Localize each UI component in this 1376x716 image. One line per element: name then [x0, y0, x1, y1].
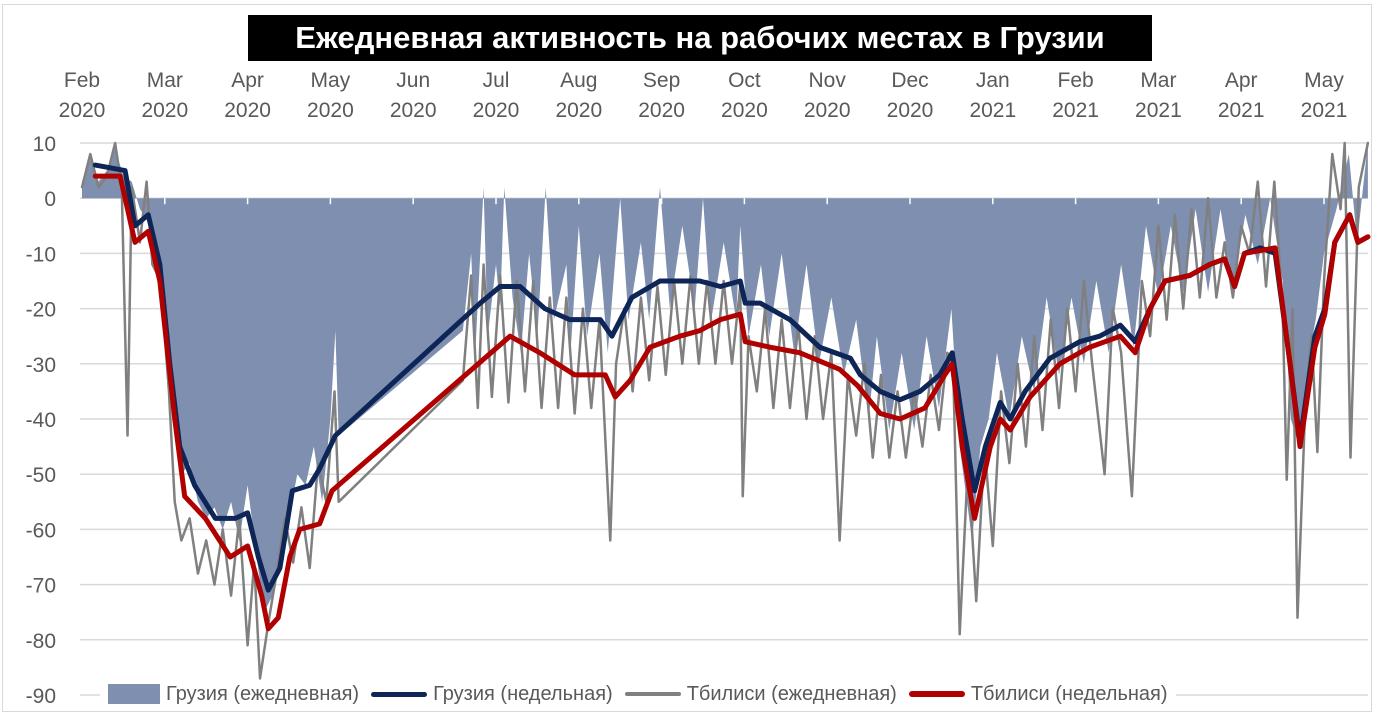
x-tick-month: Sep — [643, 69, 680, 92]
y-tick-label: -70 — [26, 575, 56, 598]
legend-swatch-area — [108, 684, 160, 704]
y-tick-label: -30 — [26, 354, 56, 377]
x-tick-month: Dec — [891, 69, 928, 92]
legend-label: Тбилиси (ежедневная) — [686, 682, 897, 705]
y-tick-label: -60 — [26, 519, 56, 542]
legend-item-georgia-daily: Грузия (ежедневная) — [108, 683, 359, 706]
legend-label: Тбилиси (недельная) — [970, 682, 1168, 705]
x-tick-month: Apr — [1225, 69, 1258, 92]
y-tick-label: -40 — [26, 409, 56, 432]
series-area-georgia-daily — [82, 143, 1368, 613]
x-tick-year: 2020 — [141, 99, 188, 122]
legend-item-tbilisi-daily: Тбилиси (ежедневная) — [624, 682, 897, 706]
y-tick-label: 0 — [44, 188, 56, 211]
x-tick-month: Jan — [976, 69, 1010, 92]
x-tick-year: 2020 — [721, 99, 768, 122]
legend: Грузия (ежедневная) Грузия (недельная) Т… — [100, 680, 1176, 708]
x-tick-year: 2020 — [390, 99, 437, 122]
x-tick-month: May — [1304, 69, 1344, 92]
x-tick-month: Feb — [64, 69, 100, 92]
legend-item-tbilisi-weekly: Тбилиси (недельная) — [908, 682, 1168, 706]
x-tick-year: 2021 — [969, 99, 1016, 122]
x-tick-year: 2021 — [1135, 99, 1182, 122]
y-tick-label: -50 — [26, 464, 56, 487]
x-tick-month: Mar — [147, 69, 183, 92]
chart-frame — [2, 4, 1372, 712]
legend-swatch-line — [908, 691, 965, 697]
legend-label: Грузия (ежедневная) — [166, 682, 360, 705]
x-tick-month: Jul — [483, 69, 510, 92]
x-tick-month: Feb — [1058, 69, 1094, 92]
y-tick-label: -80 — [26, 630, 56, 653]
y-tick-label: -90 — [26, 685, 56, 708]
x-tick-year: 2020 — [59, 99, 106, 122]
x-tick-year: 2020 — [887, 99, 934, 122]
chart-title: Ежедневная активность на рабочих местах … — [248, 15, 1152, 61]
x-tick-month: Aug — [560, 69, 597, 92]
legend-item-georgia-weekly: Грузия (недельная) — [371, 683, 613, 706]
series-line-tbilisi-weekly — [92, 173, 1371, 632]
x-tick-month: Mar — [1140, 69, 1176, 92]
x-tick-year: 2021 — [1301, 99, 1348, 122]
y-tick-label: -20 — [26, 299, 56, 322]
legend-swatch-line — [624, 692, 681, 696]
y-tick-label: -10 — [26, 243, 56, 266]
x-tick-year: 2020 — [224, 99, 271, 122]
x-tick-month: May — [311, 69, 351, 92]
x-tick-year: 2020 — [473, 99, 520, 122]
x-tick-month: Jun — [396, 69, 430, 92]
x-tick-year: 2020 — [307, 99, 354, 122]
x-tick-year: 2020 — [804, 99, 851, 122]
legend-swatch-line — [371, 691, 428, 697]
x-tick-year: 2020 — [638, 99, 685, 122]
x-tick-year: 2021 — [1218, 99, 1265, 122]
legend-label: Грузия (недельная) — [433, 682, 613, 705]
y-tick-label: 10 — [33, 133, 56, 156]
x-tick-year: 2021 — [1052, 99, 1099, 122]
x-tick-month: Apr — [231, 69, 264, 92]
x-tick-year: 2020 — [555, 99, 602, 122]
x-tick-month: Nov — [809, 69, 847, 92]
x-tick-month: Oct — [728, 69, 761, 92]
